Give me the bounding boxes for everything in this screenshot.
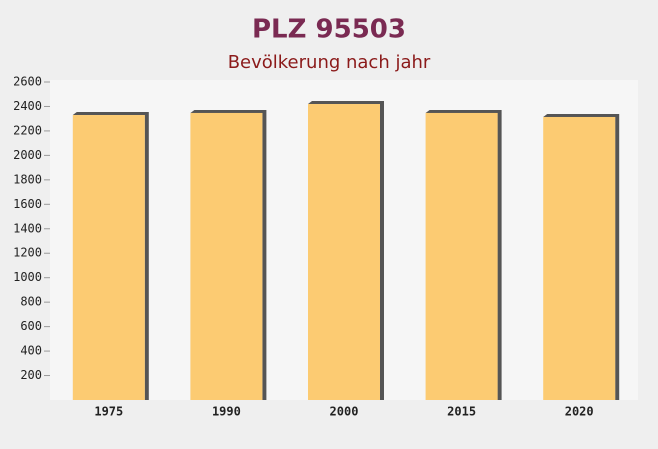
bar bbox=[72, 115, 145, 401]
y-tick-label: 2000 bbox=[13, 148, 42, 162]
y-tick-label: 2200 bbox=[13, 123, 42, 137]
bar bbox=[543, 116, 616, 400]
x-tick-label: 2015 bbox=[447, 405, 476, 419]
y-tick-label: 800 bbox=[20, 295, 42, 309]
y-tick-label: 2600 bbox=[13, 75, 42, 89]
chart-title: PLZ 95503 bbox=[252, 15, 406, 45]
bar bbox=[425, 112, 498, 400]
y-tick-label: 200 bbox=[20, 368, 42, 382]
y-tick-label: 1600 bbox=[13, 197, 42, 211]
y-tick-label: 1200 bbox=[13, 246, 42, 260]
x-tick-label: 1990 bbox=[212, 405, 241, 419]
y-tick-label: 1800 bbox=[13, 172, 42, 186]
x-tick-label: 2020 bbox=[565, 405, 594, 419]
bar bbox=[190, 112, 263, 400]
y-tick-label: 600 bbox=[20, 319, 42, 333]
y-tick-label: 400 bbox=[20, 344, 42, 358]
x-tick-label: 1975 bbox=[94, 405, 123, 419]
bar bbox=[308, 104, 380, 400]
chart-subtitle: Bevölkerung nach jahr bbox=[228, 52, 431, 73]
y-tick-label: 1400 bbox=[13, 221, 42, 235]
y-tick-label: 2400 bbox=[13, 99, 42, 113]
y-tick-label: 1000 bbox=[13, 270, 42, 284]
x-tick-label: 2000 bbox=[330, 405, 359, 419]
